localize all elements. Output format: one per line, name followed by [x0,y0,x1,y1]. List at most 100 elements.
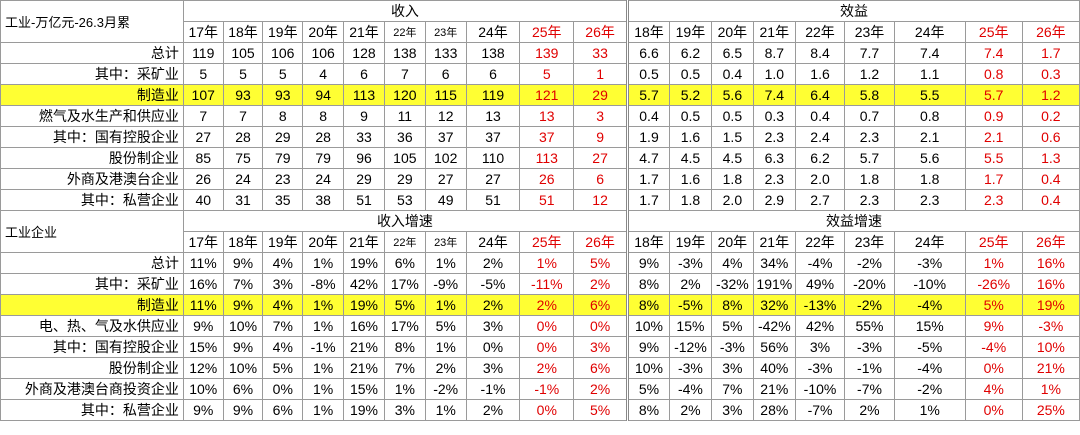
revenue-cell: 5% [573,252,629,274]
profit-cell: 5.2 [668,84,712,106]
profit-cell: 1.6 [668,168,712,190]
year-label: 17年 [182,21,224,43]
revenue-cell: 102 [424,147,467,169]
profit-cell: 0% [964,399,1023,421]
revenue-cell: 106 [302,42,345,64]
profit-cell: -42% [752,315,796,337]
revenue-cell: 0% [519,315,575,337]
year-label: 24年 [893,21,966,43]
year-label: 26年 [1021,231,1080,253]
profit-cell: 1.5 [710,126,754,148]
revenue-cell: 107 [182,84,224,106]
year-label: 26年 [573,21,629,43]
year-label: 24年 [465,231,521,253]
revenue-cell: 26 [182,168,224,190]
revenue-cell: 113 [343,84,385,106]
profit-cell: 6.6 [626,42,670,64]
profit-cell: 9% [964,315,1023,337]
table-row: 制造业 107 93 93 94 113 120 115 119 121 29 5.7 5.2 5.6 7.… [0,84,1080,106]
table-title: 工业-万亿元-26.3月累 [0,0,184,43]
profit-cell: 1.6 [668,126,712,148]
profit-cell: 1.0 [752,63,796,85]
year-label: 23年 [424,231,467,253]
revenue-cell: -11% [519,273,575,295]
profit-cell: 4% [964,378,1023,400]
row-label: 其中：国有控股企业 [0,126,184,148]
revenue-cell: 9% [222,336,264,358]
profit-cell: -1% [844,357,895,379]
year-label: 18年 [626,21,670,43]
revenue-cell: 1% [519,252,575,274]
year-label: 22年 [794,231,846,253]
revenue-cell: 139 [519,42,575,64]
profit-cell: 0.4 [710,63,754,85]
profit-cell: 25% [1021,399,1080,421]
revenue-cell: 4% [262,294,304,316]
profit-cell: 2.0 [794,168,846,190]
year-label: 22年 [794,21,846,43]
revenue-cell: 27 [573,147,629,169]
revenue-cell: 6% [262,399,304,421]
revenue-cell: 11% [182,252,224,274]
year-label: 20年 [710,231,754,253]
profit-cell: 5% [626,378,670,400]
profit-cell: 1.7 [626,189,670,211]
revenue-cell: 6% [573,357,629,379]
revenue-cell: 0% [573,315,629,337]
profit-cell: 0.8 [964,63,1023,85]
revenue-cell: 138 [383,42,426,64]
revenue-cell: 17% [383,315,426,337]
row-label: 制造业 [0,294,184,316]
revenue-cell: 9% [222,252,264,274]
profit-cell: 1.7 [626,168,670,190]
revenue-cell: 15% [182,336,224,358]
revenue-cell: 7 [222,105,264,127]
table-row: 总计 11% 9% 4% 1% 19% 6% 1% 2% 1% 5% 9% -3% 4% 34% -4% -2%… [0,252,1080,274]
table-row: 其中：国有控股企业 15% 9% 4% -1% 21% 8% 1% 0% 0% 3% 9% -12% -3… [0,336,1080,358]
profit-cell: 15% [668,315,712,337]
profit-cell: 0.5 [668,105,712,127]
revenue-cell: 27 [182,126,224,148]
profit-cell: 0.3 [1021,63,1080,85]
revenue-cell: 4 [302,63,345,85]
revenue-cell: 51 [343,189,385,211]
revenue-cell: 4% [262,336,304,358]
profit-cell: 10% [626,315,670,337]
revenue-cell: 29 [262,126,304,148]
profit-cell: 2.3 [964,189,1023,211]
revenue-cell: 3% [465,357,521,379]
profit-cell: -4% [668,378,712,400]
revenue-cell: 5% [262,357,304,379]
revenue-cell: 24 [302,168,345,190]
revenue-cell: 37 [424,126,467,148]
revenue-cell: 1 [573,63,629,85]
revenue-cell: 2% [519,357,575,379]
revenue-cell: 27 [424,168,467,190]
revenue-cell: 5% [573,399,629,421]
profit-cell: 2.4 [794,126,846,148]
revenue-cell: 79 [262,147,304,169]
revenue-cell: 120 [383,84,426,106]
revenue-cell: 121 [519,84,575,106]
section-header: 收入增速 [182,210,629,232]
revenue-cell: 1% [302,315,345,337]
profit-cell: 5.7 [844,147,895,169]
row-label: 其中：采矿业 [0,63,184,85]
profit-cell: -20% [844,273,895,295]
profit-cell: 7.4 [893,42,966,64]
profit-cell: 21% [1021,357,1080,379]
profit-cell: 3% [794,336,846,358]
profit-cell: 0.5 [710,105,754,127]
profit-cell: 0.7 [844,105,895,127]
revenue-cell: 3% [262,273,304,295]
profit-cell: 21% [752,378,796,400]
profit-cell: 28% [752,399,796,421]
profit-cell: 2.3 [844,126,895,148]
revenue-cell: 128 [343,42,385,64]
revenue-cell: 3% [573,336,629,358]
revenue-cell: 7% [222,273,264,295]
row-label: 股份制企业 [0,147,184,169]
table-row: 总计 119 105 106 106 128 138 133 138 139 33 6.6 6.2 6.5… [0,42,1080,64]
profit-cell: 5.6 [893,147,966,169]
revenue-cell: 37 [465,126,521,148]
